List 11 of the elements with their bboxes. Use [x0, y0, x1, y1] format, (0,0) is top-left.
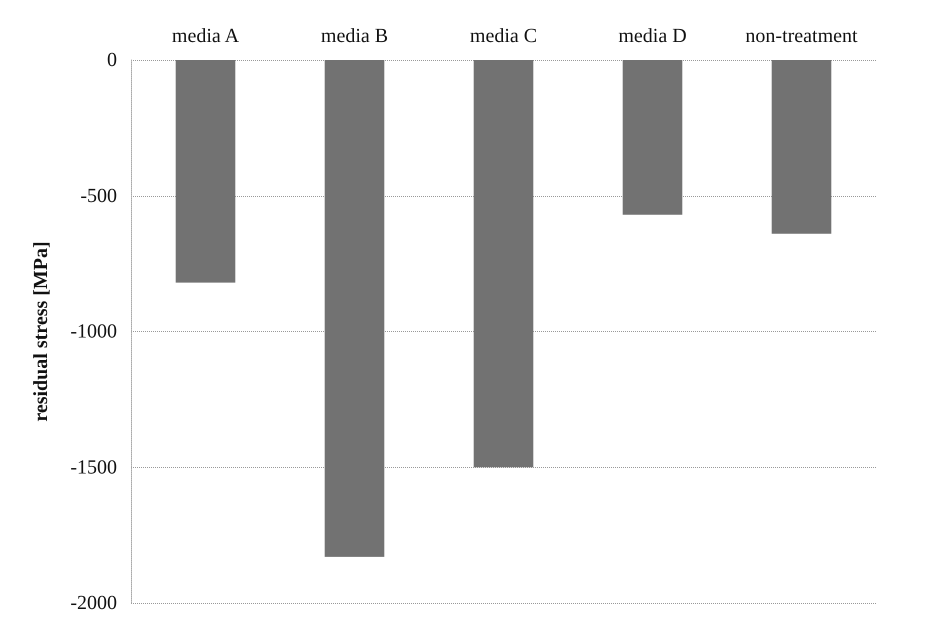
- y-tick-label: -1500: [70, 456, 117, 478]
- y-tick-label: -2000: [70, 592, 117, 614]
- y-tick-label: -500: [80, 184, 117, 207]
- x-tick-label: media C: [470, 25, 538, 47]
- y-tick-label: -1000: [70, 320, 117, 342]
- y-axis-title: residual stress [MPa]: [30, 241, 52, 422]
- y-tick-label: 0: [107, 49, 117, 71]
- x-tick-label: non-treatment: [745, 25, 858, 47]
- x-tick-label: media B: [320, 25, 388, 47]
- x-tick-label: media D: [618, 25, 687, 47]
- x-tick-label: media A: [172, 25, 240, 47]
